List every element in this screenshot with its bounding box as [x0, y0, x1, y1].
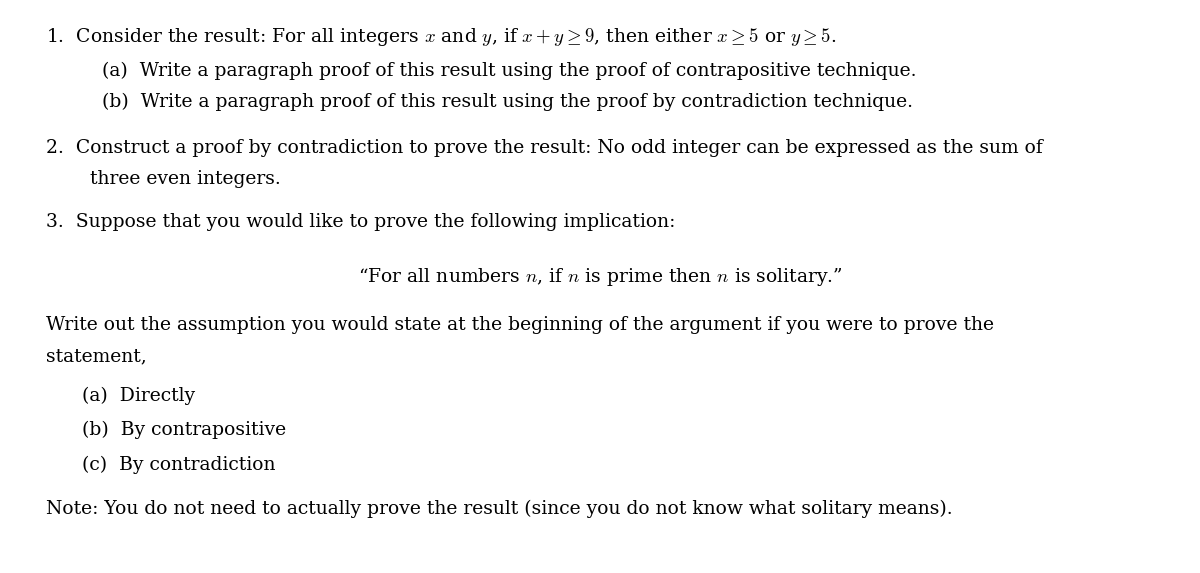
- Text: three even integers.: three even integers.: [90, 170, 281, 188]
- Text: “For all numbers $n$, if $n$ is prime then $n$ is solitary.”: “For all numbers $n$, if $n$ is prime th…: [358, 266, 842, 288]
- Text: statement,: statement,: [46, 348, 146, 366]
- Text: (a)  Write a paragraph proof of this result using the proof of contrapositive te: (a) Write a paragraph proof of this resu…: [102, 61, 917, 80]
- Text: (a)  Directly: (a) Directly: [82, 387, 194, 405]
- Text: 2.  Construct a proof by contradiction to prove the result: No odd integer can b: 2. Construct a proof by contradiction to…: [46, 139, 1043, 156]
- Text: (b)  Write a paragraph proof of this result using the proof by contradiction tec: (b) Write a paragraph proof of this resu…: [102, 93, 913, 111]
- Text: Write out the assumption you would state at the beginning of the argument if you: Write out the assumption you would state…: [46, 316, 994, 334]
- Text: Note: You do not need to actually prove the result (since you do not know what s: Note: You do not need to actually prove …: [46, 500, 953, 518]
- Text: (c)  By contradiction: (c) By contradiction: [82, 456, 275, 474]
- Text: (b)  By contrapositive: (b) By contrapositive: [82, 421, 286, 439]
- Text: 1.  Consider the result: For all integers $x$ and $y$, if $x+y\geq 9$, then eith: 1. Consider the result: For all integers…: [46, 26, 835, 48]
- Text: 3.  Suppose that you would like to prove the following implication:: 3. Suppose that you would like to prove …: [46, 213, 674, 231]
